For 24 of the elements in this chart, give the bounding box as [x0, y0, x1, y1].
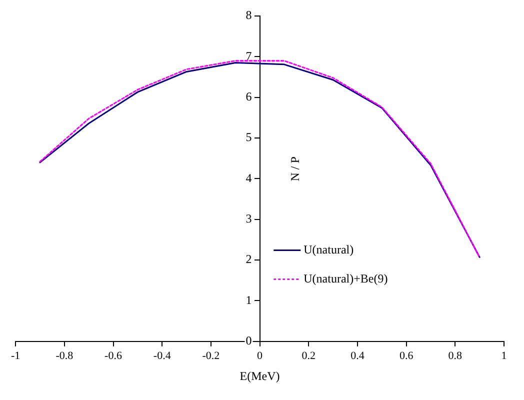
- x-tick-label: 0.2: [302, 350, 316, 362]
- x-tick-label: -1: [10, 350, 20, 362]
- x-tick-label: -0.2: [202, 350, 220, 362]
- x-tick-label: 0: [257, 350, 264, 362]
- y-tick-label: 2: [246, 252, 252, 266]
- y-tick-label: 3: [246, 212, 252, 226]
- x-tick-label: 0.6: [399, 350, 414, 362]
- x-tick-label: 0.8: [448, 350, 463, 362]
- y-tick-label: 7: [246, 48, 252, 63]
- x-tick-label: 1: [501, 350, 507, 362]
- x-tick-label: -0.6: [104, 350, 122, 362]
- y-tick-label: 0: [246, 334, 252, 348]
- y-axis-title: N / P: [288, 156, 302, 182]
- y-tick-label: 6: [246, 90, 252, 104]
- legend-label: U(natural)+Be(9): [304, 271, 388, 286]
- y-tick-label: 5: [246, 130, 252, 144]
- x-axis-title: E(MeV): [240, 368, 280, 383]
- y-tick-label: 8: [246, 8, 252, 22]
- x-tick-label: -0.4: [153, 350, 172, 362]
- y-tick-label: 1: [246, 292, 252, 307]
- y-tick-label: 4: [246, 170, 252, 185]
- legend-label: U(natural): [304, 242, 354, 256]
- x-tick-label: 0.4: [350, 350, 365, 362]
- x-tick-label: -0.8: [56, 350, 74, 362]
